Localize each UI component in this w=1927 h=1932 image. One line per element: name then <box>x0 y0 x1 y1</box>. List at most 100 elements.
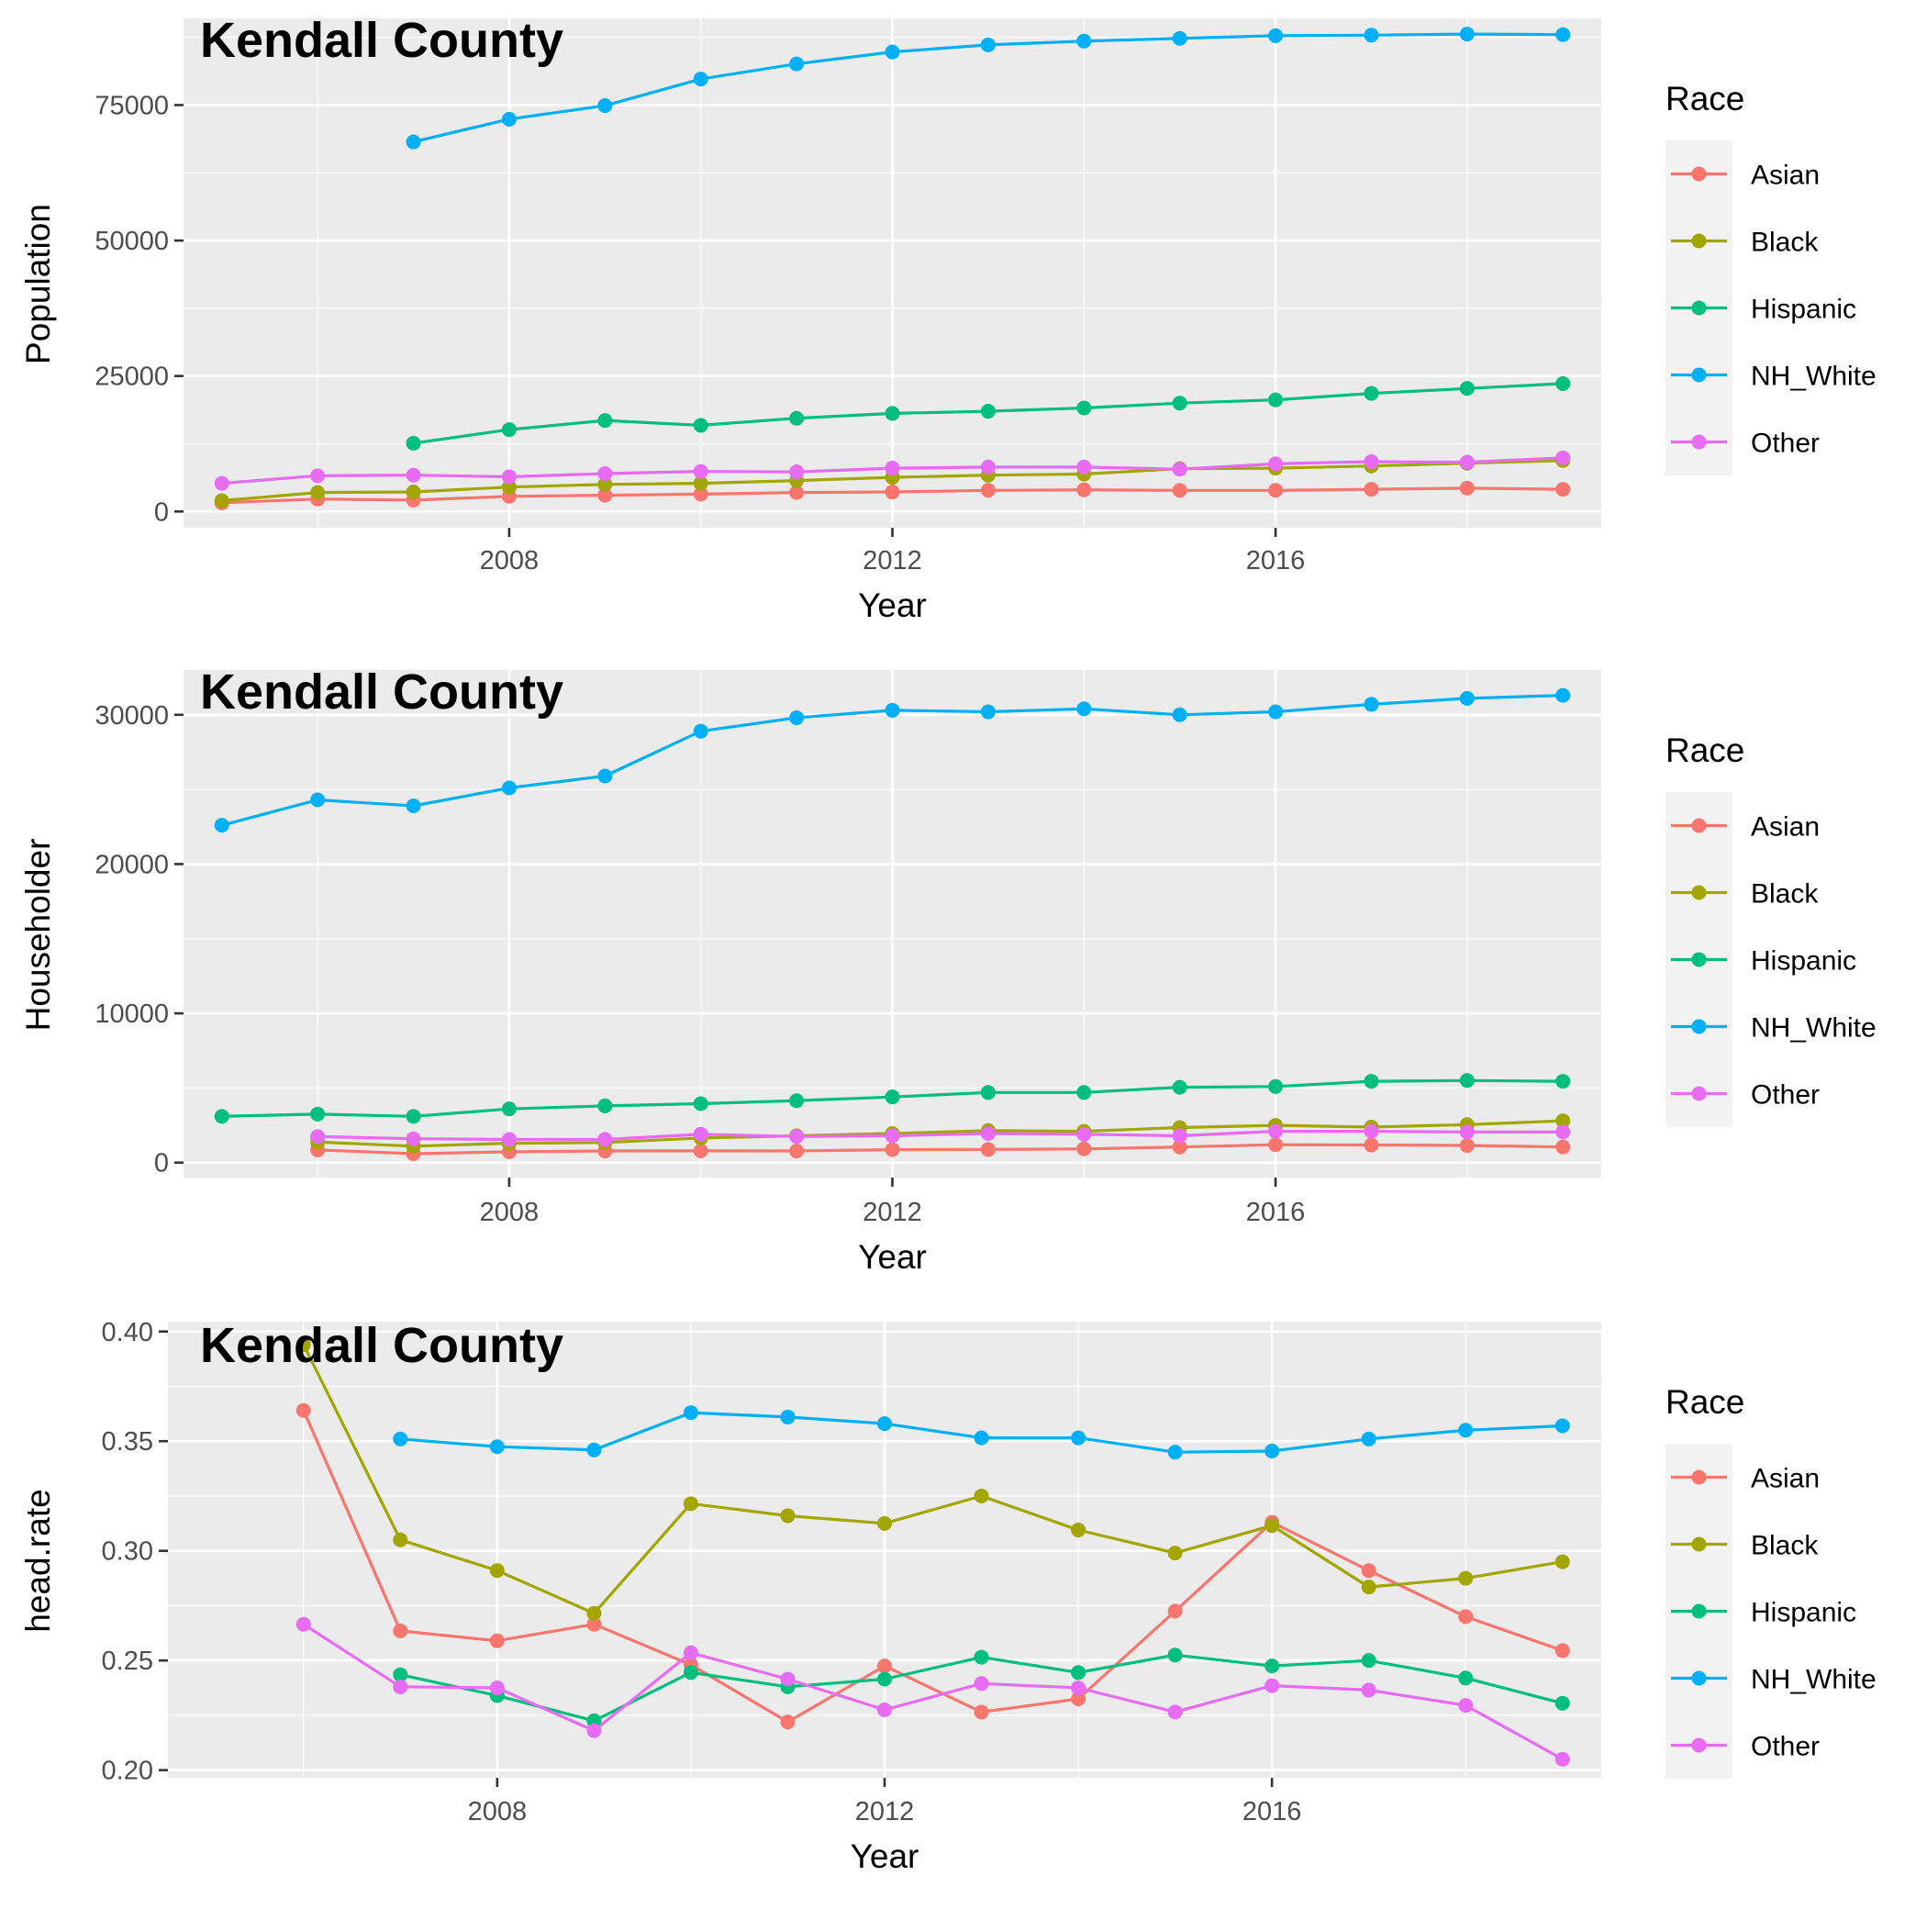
data-point-asian <box>1364 1137 1379 1153</box>
series-line-black <box>317 1119 1564 1148</box>
legend-key-point <box>1691 885 1707 900</box>
data-point-black <box>1167 1546 1183 1561</box>
data-point-nh-white <box>885 44 900 60</box>
data-point-nh-white <box>1172 30 1187 46</box>
data-point-hispanic <box>214 1109 229 1124</box>
legend-key-point <box>1691 1603 1707 1619</box>
x-tick-label: 2008 <box>480 1198 540 1227</box>
legend-key-point <box>1691 367 1707 383</box>
data-point-nh-white <box>1071 1430 1086 1446</box>
data-point-other <box>406 467 421 483</box>
data-point-asian <box>597 487 613 503</box>
data-point-other <box>1076 1126 1092 1142</box>
series-line-other <box>302 1623 1564 1761</box>
data-point-hispanic <box>393 1667 408 1682</box>
panel-2: 2008 2012 2016 0 10000 20000 30000 Kendall Coun… <box>19 664 1877 1276</box>
data-point-black <box>406 485 421 500</box>
data-point-black <box>1458 1570 1474 1586</box>
data-point-hispanic <box>693 418 708 433</box>
data-point-nh-white <box>310 792 326 808</box>
data-point-other <box>489 1681 505 1696</box>
data-point-black <box>501 479 517 495</box>
data-point-asian <box>1268 1137 1284 1153</box>
legend-label: Black <box>1751 1531 1819 1561</box>
data-point-other <box>1167 1704 1183 1720</box>
data-point-black <box>597 476 613 492</box>
legend-key-point <box>1691 300 1707 316</box>
data-point-black <box>1071 1522 1086 1537</box>
legend-key-point <box>1691 1019 1707 1034</box>
data-point-hispanic <box>1264 1658 1280 1674</box>
data-point-other <box>789 464 805 480</box>
data-point-nh-white <box>586 1442 602 1457</box>
data-point-black <box>693 475 708 491</box>
data-point-hispanic <box>885 406 900 421</box>
data-point-other <box>406 1131 421 1146</box>
data-point-black <box>393 1532 408 1547</box>
data-point-other <box>501 469 517 485</box>
data-point-asian <box>393 1623 408 1638</box>
data-point-hispanic <box>789 1093 805 1109</box>
y-tick-label: 10000 <box>95 1000 169 1029</box>
data-point-hispanic <box>406 1109 421 1124</box>
data-point-asian <box>1554 1643 1570 1658</box>
data-point-hispanic <box>406 435 421 451</box>
data-point-hispanic <box>1364 1074 1379 1089</box>
legend-label: Hispanic <box>1751 1598 1856 1628</box>
data-point-nh-white <box>1268 28 1284 43</box>
data-point-asian <box>885 485 900 500</box>
data-point-asian <box>1172 1139 1187 1155</box>
data-point-asian <box>1555 482 1571 497</box>
data-point-other <box>780 1671 796 1687</box>
data-point-other <box>877 1702 892 1717</box>
data-point-asian <box>1459 1138 1475 1154</box>
data-point-hispanic <box>501 1101 517 1117</box>
data-point-black <box>1555 1113 1571 1129</box>
legend-label: Asian <box>1751 812 1820 843</box>
data-point-hispanic <box>1172 396 1187 411</box>
data-point-hispanic <box>310 1106 326 1122</box>
x-tick-label: 2016 <box>1242 1797 1302 1826</box>
data-point-hispanic <box>974 1649 989 1665</box>
data-point-nh-white <box>1361 1431 1376 1446</box>
data-point-asian <box>980 483 996 498</box>
data-point-other <box>885 1128 900 1144</box>
data-point-hispanic <box>1361 1653 1376 1669</box>
data-point-other <box>1459 1124 1475 1140</box>
data-point-asian <box>295 1402 311 1418</box>
legend-label: Other <box>1751 1732 1820 1762</box>
data-point-hispanic <box>1172 1079 1187 1095</box>
x-tick-label: 2012 <box>863 546 922 575</box>
data-point-hispanic <box>1555 1074 1571 1089</box>
data-point-hispanic <box>1364 385 1379 401</box>
data-point-asian <box>489 1633 505 1648</box>
data-point-hispanic <box>877 1671 892 1687</box>
panel-3: 2008 2012 2016 0.20 0.25 0.30 0.35 0.40 Kendall … <box>19 1318 1877 1875</box>
data-point-nh-white <box>597 768 613 784</box>
legend-key-point <box>1691 166 1707 182</box>
y-tick-label: 50000 <box>95 227 169 256</box>
data-point-asian <box>1172 483 1187 498</box>
y-tick-label: 0 <box>154 1149 169 1178</box>
data-point-nh-white <box>1076 33 1092 49</box>
data-point-hispanic <box>980 1085 996 1100</box>
data-point-asian <box>1364 482 1379 497</box>
legend-label: Hispanic <box>1751 946 1856 977</box>
data-point-black <box>1264 1518 1280 1534</box>
data-point-hispanic <box>980 404 996 419</box>
data-point-asian <box>1268 483 1284 498</box>
data-point-black <box>310 485 326 500</box>
legend-key-point <box>1691 1536 1707 1552</box>
y-axis-title: head.rate <box>19 1489 57 1632</box>
legend-key-point <box>1691 1670 1707 1686</box>
data-point-other <box>683 1645 698 1660</box>
data-point-nh-white <box>501 780 517 796</box>
data-point-hispanic <box>789 410 805 426</box>
data-point-nh-white <box>1459 27 1475 42</box>
data-point-asian <box>789 1144 805 1159</box>
data-point-other <box>310 1129 326 1145</box>
data-point-nh-white <box>693 723 708 739</box>
x-axis-title: Year <box>858 1238 927 1276</box>
y-tick-label: 20000 <box>95 850 169 879</box>
data-point-asian <box>693 486 708 502</box>
